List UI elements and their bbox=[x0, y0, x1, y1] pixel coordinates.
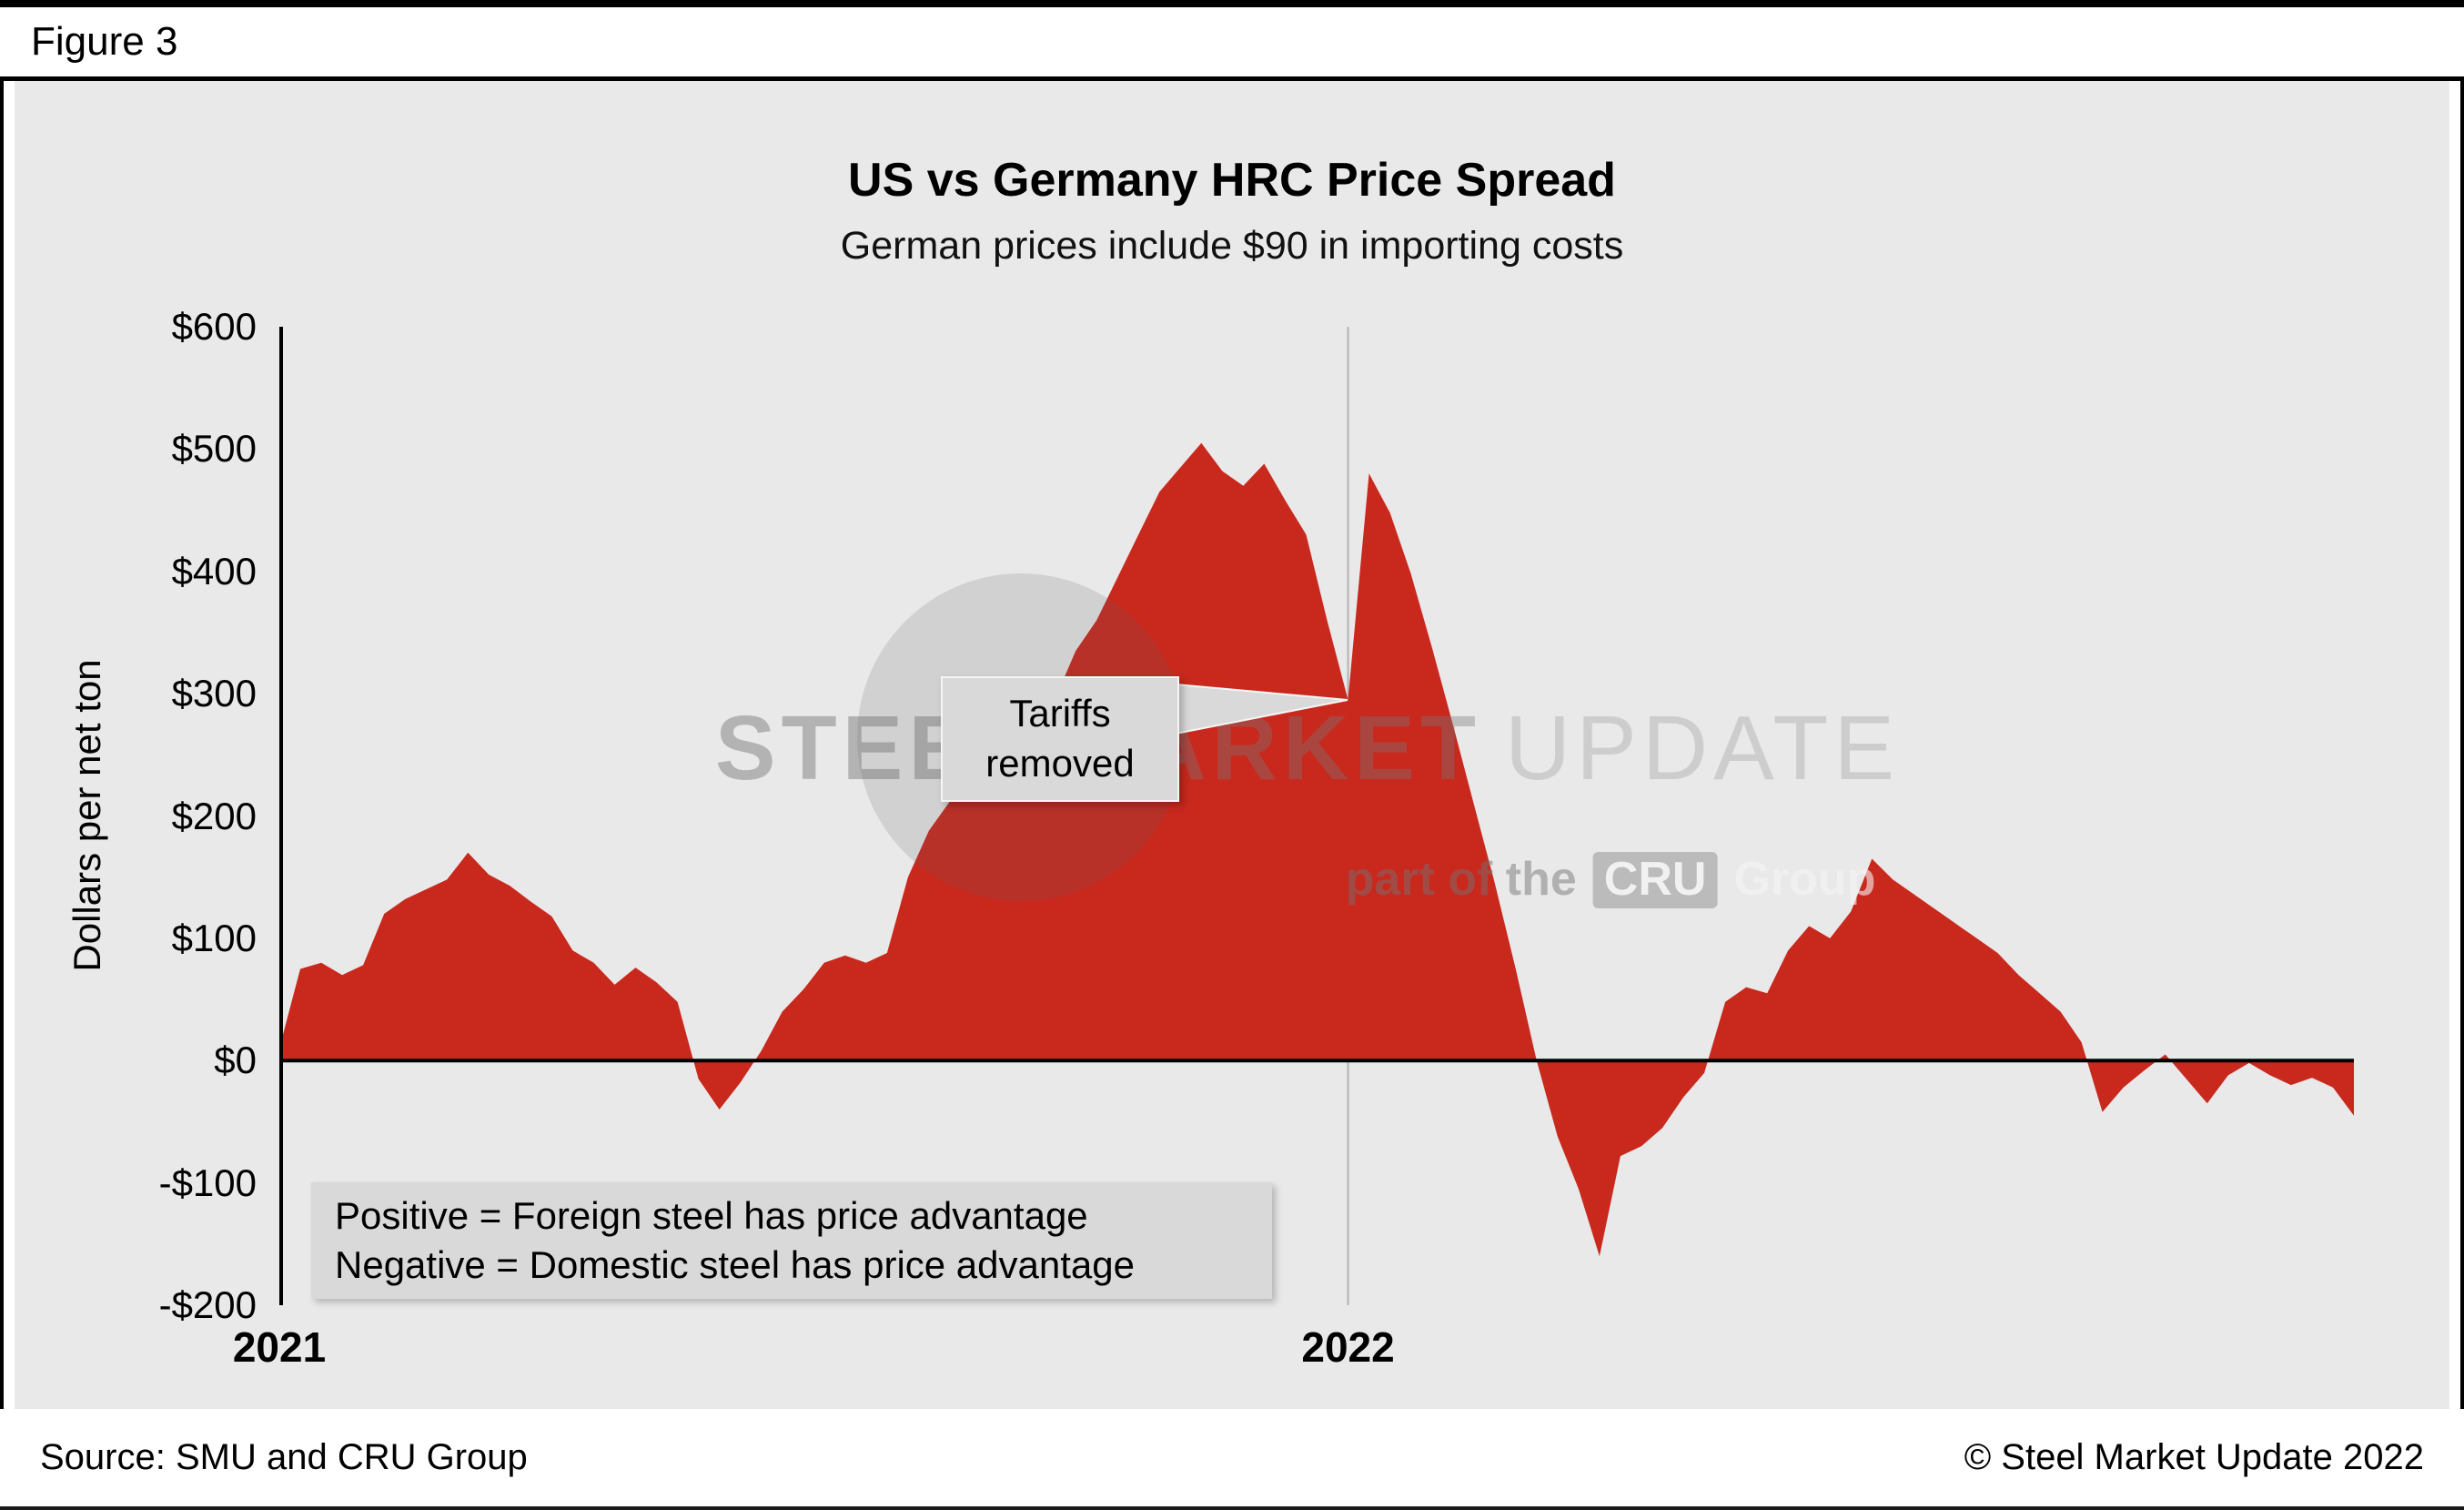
price-spread-area-chart bbox=[279, 327, 2354, 1305]
cru-group-watermark: part of the CRU Group bbox=[1345, 852, 1876, 908]
price-spread-area bbox=[279, 442, 2354, 1257]
chart-title: US vs Germany HRC Price Spread bbox=[848, 154, 1616, 207]
source-text: Source: SMU and CRU Group bbox=[40, 1437, 528, 1477]
legend-note-box: Positive = Foreign steel has price advan… bbox=[311, 1182, 1272, 1299]
steel-market-update-watermark: STEEL MARKET UPDATE bbox=[715, 703, 1900, 794]
watermark-tagline-pre: part of the bbox=[1345, 853, 1577, 906]
right-border bbox=[2460, 0, 2464, 1510]
top-border bbox=[0, 0, 2464, 7]
footer: Source: SMU and CRU Group © Steel Market… bbox=[0, 1409, 2464, 1506]
bottom-border bbox=[0, 1506, 2464, 1510]
annotation-line-1: Tariffs bbox=[1009, 692, 1111, 735]
note-negative: Negative = Domestic steel has price adva… bbox=[335, 1242, 1135, 1286]
y-axis-title: Dollars per net ton bbox=[66, 659, 108, 972]
cru-logo-box: CRU bbox=[1592, 852, 1718, 908]
tariffs-removed-annotation: Tariffs removed bbox=[941, 676, 1179, 802]
copyright-text: © Steel Market Update 2022 bbox=[1964, 1437, 2424, 1477]
figure-strip: Figure 3 bbox=[0, 7, 2464, 81]
plot-area bbox=[279, 327, 2354, 1305]
watermark-tagline-post: Group bbox=[1733, 853, 1876, 906]
left-border bbox=[0, 0, 4, 1510]
note-positive: Positive = Foreign steel has price advan… bbox=[335, 1194, 1088, 1237]
chart-subtitle: German prices include $90 in importing c… bbox=[840, 224, 1624, 268]
figure-label: Figure 3 bbox=[31, 19, 178, 64]
annotation-line-2: removed bbox=[985, 742, 1135, 785]
watermark-word-update: UPDATE bbox=[1504, 697, 1901, 799]
